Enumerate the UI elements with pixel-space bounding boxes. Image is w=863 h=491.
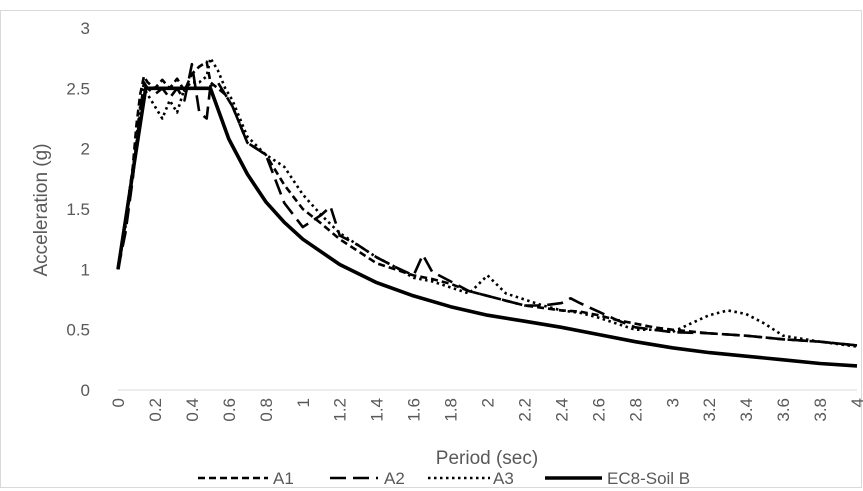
x-tick-label: 0 xyxy=(109,398,128,407)
x-tick-label: 2 xyxy=(479,398,498,407)
x-tick-label: 0.2 xyxy=(146,398,165,422)
x-tick-label: 0.4 xyxy=(183,398,202,422)
y-tick-label: 1.5 xyxy=(66,200,90,219)
x-tick-labels: 0 0.2 0.4 0.6 0.8 1 1.2 1.4 1.6 1.8 2 2.2 2.4 2.6 2.8 3… xyxy=(109,398,863,422)
y-tick-label: 3 xyxy=(81,19,90,38)
y-axis-title: Acceleration (g) xyxy=(31,143,52,276)
y-tick-label: 0.5 xyxy=(66,321,90,340)
x-tick-label: 3 xyxy=(663,398,682,407)
y-tick-label: 2 xyxy=(81,140,90,159)
y-tick-label: 1 xyxy=(81,260,90,279)
x-tick-label: 3.8 xyxy=(811,398,830,422)
x-tick-label: 2.8 xyxy=(626,398,645,422)
x-tick-label: 2.2 xyxy=(515,398,534,422)
x-tick-label: 1.4 xyxy=(368,398,387,422)
series-line-a3 xyxy=(116,56,858,348)
series-line-a2 xyxy=(116,62,858,347)
y-tick-label: 2.5 xyxy=(66,79,90,98)
legend: A1 A2 A3 EC8-Soil B xyxy=(198,469,690,488)
legend-label: A2 xyxy=(384,469,405,488)
legend-label: EC8-Soil B xyxy=(607,469,690,488)
x-tick-label: 1.8 xyxy=(442,398,461,422)
x-tick-label: 0.8 xyxy=(257,398,276,422)
x-tick-label: 3.6 xyxy=(774,398,793,422)
x-tick-label: 4 xyxy=(848,398,863,407)
x-tick-label: 2.4 xyxy=(552,398,571,422)
x-tick-label: 0.6 xyxy=(220,398,239,422)
series-layer xyxy=(116,56,858,368)
y-tick-labels: 0 0.5 1 1.5 2 2.5 3 xyxy=(66,19,90,400)
x-axis-title: Period (sec) xyxy=(436,448,538,469)
series-line-ec8-soil-b xyxy=(116,86,858,368)
x-tick-label: 1 xyxy=(294,398,313,407)
x-tick-label: 3.2 xyxy=(700,398,719,422)
series-line-a1 xyxy=(116,60,858,347)
chart-frame xyxy=(0,10,862,488)
legend-label: A3 xyxy=(493,469,514,488)
x-tick-label: 1.6 xyxy=(405,398,424,422)
x-tick-label: 1.2 xyxy=(331,398,350,422)
x-tick-label: 3.4 xyxy=(737,398,756,422)
y-tick-label: 0 xyxy=(81,381,90,400)
legend-label: A1 xyxy=(273,469,294,488)
x-tick-label: 2.6 xyxy=(589,398,608,422)
